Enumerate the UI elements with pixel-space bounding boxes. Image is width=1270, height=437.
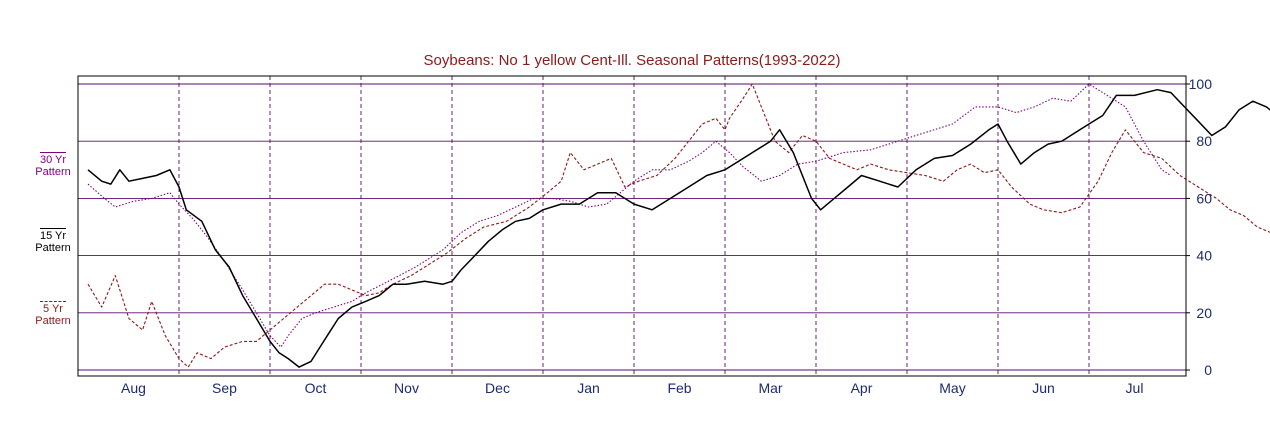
series-15yr-line (87, 88, 1270, 368)
legend-30yr-swatch (40, 152, 66, 153)
x-tick-label: Oct (305, 380, 327, 396)
y-tick-label: 0 (1204, 362, 1212, 378)
legend-30yr-label-2: Pattern (35, 166, 71, 178)
x-tick-label: Jan (577, 380, 600, 396)
y-tick-label: 100 (1189, 76, 1213, 92)
y-tick-label: 60 (1196, 190, 1212, 206)
x-tick-label: Feb (667, 380, 691, 396)
legend-15yr-label-2: Pattern (35, 242, 71, 254)
x-tick-label: Nov (394, 380, 419, 396)
legend-15yr: 15 Yr Pattern (8, 228, 98, 254)
legend-30yr: 30 Yr Pattern (8, 152, 98, 178)
legend-30yr-label-1: 30 Yr (39, 154, 67, 166)
y-tick-label: 80 (1196, 133, 1212, 149)
x-tick-label: Apr (851, 380, 873, 396)
x-tick-label: Jun (1032, 380, 1055, 396)
x-tick-label: May (939, 380, 965, 396)
x-tick-label: Jul (1126, 380, 1144, 396)
y-axis-labels: 100 80 60 40 20 0 (1186, 76, 1212, 378)
x-axis-labels: Aug Sep Oct Nov Dec Jan Feb Mar Apr May Jun Jul (121, 380, 1143, 396)
legend-15yr-label-1: 15 Yr (39, 230, 67, 242)
grid-layer (78, 76, 1186, 376)
x-tick-label: Aug (121, 380, 146, 396)
x-tick-label: Mar (758, 380, 782, 396)
chart-title: Soybeans: No 1 yellow Cent-Ill. Seasonal… (424, 52, 841, 69)
series-layer (87, 83, 1270, 368)
legend-5yr-label-1: 5 Yr (43, 303, 63, 315)
legend-15yr-swatch (40, 228, 66, 229)
y-tick-label: 20 (1196, 305, 1212, 321)
x-tick-label: Dec (485, 380, 510, 396)
legend-5yr-swatch (40, 301, 66, 302)
legend-5yr: 5 Yr Pattern (8, 301, 98, 327)
y-tick-label: 40 (1196, 248, 1212, 264)
legend-5yr-label-2: Pattern (35, 315, 71, 327)
plot-frame (77, 75, 1187, 377)
x-tick-label: Sep (212, 380, 237, 396)
series-5yr-line (87, 83, 1270, 368)
